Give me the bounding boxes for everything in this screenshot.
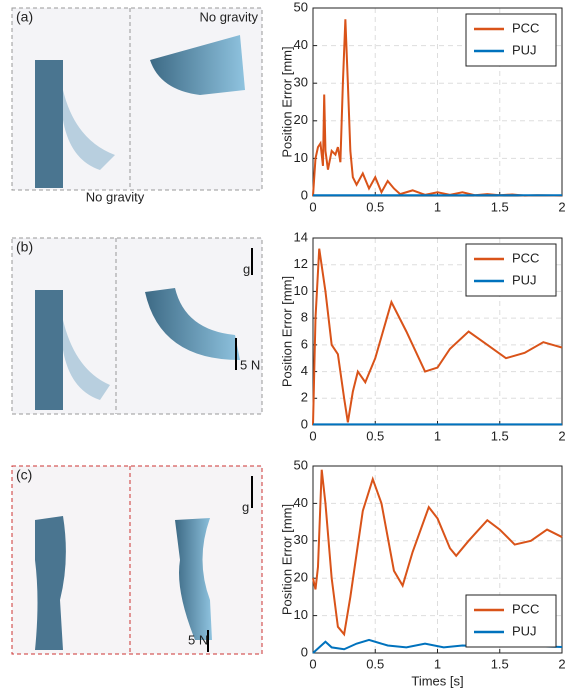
x-axis-label: Times [s] <box>411 673 463 688</box>
y-tick-label: 10 <box>294 283 308 298</box>
x-tick-label: 0.5 <box>366 428 384 443</box>
x-tick-label: 2 <box>558 656 565 671</box>
series-line <box>312 469 563 637</box>
y-tick-label: 10 <box>294 607 308 622</box>
y-tick-label: 2 <box>301 390 308 405</box>
legend-label: PUJ <box>512 623 537 638</box>
y-axis-label: Position Error [mm] <box>279 276 294 387</box>
y-tick-label: 0 <box>301 187 308 202</box>
note: g <box>243 261 250 276</box>
note: No gravity <box>86 189 145 204</box>
legend-label: PUJ <box>512 42 537 57</box>
y-tick-label: 10 <box>294 150 308 165</box>
arc <box>145 288 240 360</box>
x-tick-label: 1.5 <box>491 656 509 671</box>
x-tick-label: 2 <box>558 428 565 443</box>
y-tick-label: 12 <box>294 256 308 271</box>
series-line <box>312 248 563 426</box>
note: 5 N <box>188 632 208 647</box>
deformed-beam <box>63 90 115 170</box>
y-axis-label: Position Error [mm] <box>279 504 294 615</box>
panel-label: (b) <box>16 239 33 255</box>
x-tick-label: 0 <box>309 428 316 443</box>
beam <box>35 516 66 650</box>
legend-label: PUJ <box>512 272 537 287</box>
legend-label: PCC <box>512 601 539 616</box>
y-tick-label: 4 <box>301 363 308 378</box>
deformed-beam <box>63 320 110 400</box>
y-tick-label: 20 <box>294 112 308 127</box>
x-tick-label: 0 <box>309 656 316 671</box>
x-tick-label: 0.5 <box>366 199 384 214</box>
twisted-beam <box>175 518 212 640</box>
legend <box>465 594 557 648</box>
panel-label: (a) <box>16 9 33 25</box>
y-tick-label: 30 <box>294 532 308 547</box>
y-tick-label: 30 <box>294 75 308 90</box>
y-tick-label: 6 <box>301 336 308 351</box>
note: No gravity <box>199 9 258 24</box>
ring <box>150 35 245 95</box>
x-tick-label: 0.5 <box>366 656 384 671</box>
legend-label: PCC <box>512 20 539 35</box>
beam <box>35 290 63 410</box>
panel-label: (c) <box>16 467 32 483</box>
x-tick-label: 1 <box>434 428 441 443</box>
x-tick-label: 1 <box>434 656 441 671</box>
y-tick-label: 20 <box>294 570 308 585</box>
axes-frame <box>312 465 563 654</box>
note: g <box>242 499 249 514</box>
y-tick-label: 40 <box>294 37 308 52</box>
y-tick-label: 0 <box>301 416 308 431</box>
legend-label: PCC <box>512 250 539 265</box>
y-tick-label: 14 <box>294 229 308 244</box>
x-tick-label: 1 <box>434 199 441 214</box>
legend <box>465 243 557 297</box>
x-tick-label: 2 <box>558 199 565 214</box>
y-tick-label: 50 <box>294 0 308 14</box>
x-tick-label: 1.5 <box>491 199 509 214</box>
note: 5 N <box>240 357 260 372</box>
y-tick-label: 0 <box>301 644 308 659</box>
y-tick-label: 50 <box>294 457 308 472</box>
illustrations: (a) No gravity No gravity (b) g 5 N (c) … <box>11 7 263 655</box>
beam <box>35 60 63 188</box>
x-tick-label: 1.5 <box>491 428 509 443</box>
y-tick-label: 8 <box>301 310 308 325</box>
y-tick-label: 40 <box>294 495 308 510</box>
x-tick-label: 0 <box>309 199 316 214</box>
legend <box>465 13 557 67</box>
y-axis-label: Position Error [mm] <box>279 46 294 157</box>
